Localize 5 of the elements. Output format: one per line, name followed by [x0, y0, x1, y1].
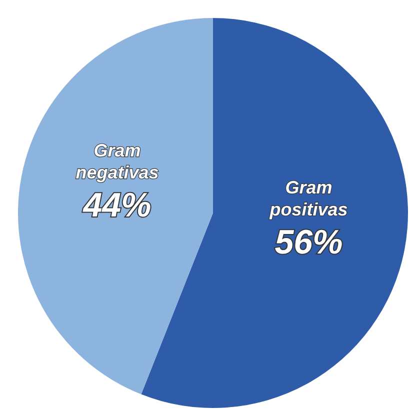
data-label: 56% [274, 223, 343, 262]
pie-slice [18, 18, 213, 394]
data-label: 44% [82, 186, 152, 225]
slice-label: Gram positivas [268, 177, 348, 220]
slice-label: Gram negativas [76, 140, 159, 183]
